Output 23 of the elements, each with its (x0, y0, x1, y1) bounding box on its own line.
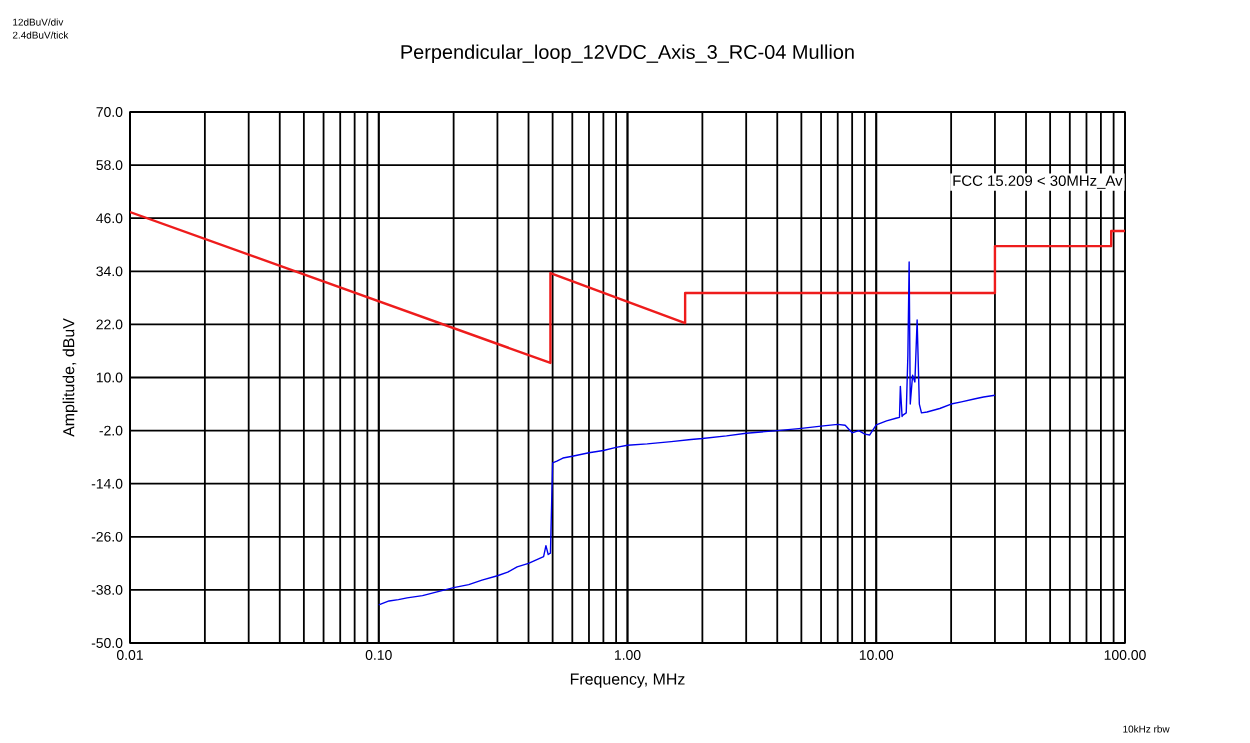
y-tick-label: -26.0 (91, 531, 123, 542)
x-tick-label: 1.00 (614, 650, 641, 660)
chart-title: Perpendicular_loop_12VDC_Axis_3_RC-04 Mullion (401, 44, 854, 63)
x-tick-label: 100.00 (1104, 650, 1146, 660)
y-tick-label: -2.0 (99, 425, 123, 436)
y-tick-label: -50.0 (91, 638, 123, 648)
y-tick-label: 34.0 (96, 266, 123, 277)
x-axis-title: Frequency, MHz (570, 673, 685, 688)
text: 12dBuV/div (13, 18, 64, 26)
text: FCC 15.209 < 30MHz_Av (953, 175, 1123, 189)
y-tick-label: -38.0 (91, 584, 123, 595)
x-tick-label: 0.10 (365, 650, 392, 660)
y-tick-label: 70.0 (96, 107, 123, 117)
x-tick-label: 0.01 (116, 650, 143, 660)
y-tick-label: 46.0 (96, 213, 123, 224)
y-tick-label: 22.0 (96, 319, 123, 330)
y-tick-label: 10.0 (96, 372, 123, 383)
y-tick-label: -14.0 (91, 478, 123, 489)
y-axis-title: Amplitude, dBuV (62, 318, 78, 437)
text: 10kHz rbw (1123, 725, 1170, 733)
text: 2.4dBuV/tick (12, 31, 69, 39)
x-tick-label: 10.00 (859, 650, 894, 660)
y-tick-label: 58.0 (96, 160, 123, 171)
